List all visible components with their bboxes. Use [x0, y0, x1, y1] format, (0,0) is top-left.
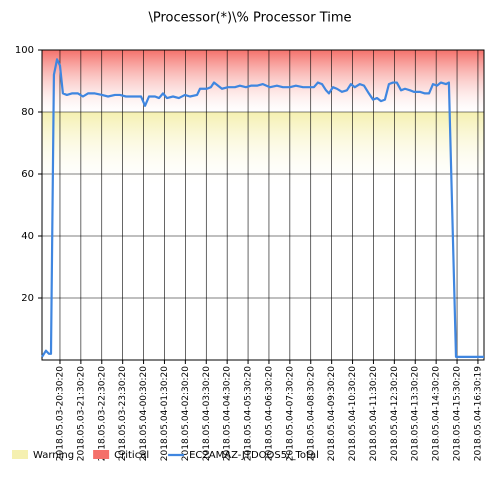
- x-tick-label: 2018.05.04-16:30:19: [473, 366, 483, 461]
- legend-swatch: [93, 450, 110, 459]
- x-tick-label: 2018.05.04-11:30:20: [369, 366, 379, 461]
- x-tick-label: 2018.05.04-02:30:20: [181, 366, 191, 461]
- legend-swatch: [12, 450, 28, 459]
- x-tick-label: 2018.05.04-12:30:20: [390, 366, 400, 461]
- x-tick-label: 2018.05.04-14:30:20: [432, 366, 442, 461]
- y-tick-label: 20: [21, 293, 34, 304]
- x-tick-label: 2018.05.04-00:30:20: [139, 366, 149, 461]
- x-tick-label: 2018.05.04-13:30:20: [411, 366, 421, 461]
- x-tick-label: 2018.05.04-10:30:20: [348, 366, 358, 461]
- x-tick-label: 2018.05.04-09:30:20: [327, 366, 337, 461]
- y-tick-label: 40: [21, 231, 34, 242]
- x-tick-label: 2018.05.04-04:30:20: [223, 366, 233, 461]
- legend-label: EC2AMAZ-JTDOOS5/_Total: [189, 450, 319, 461]
- y-tick-label: 80: [21, 107, 34, 118]
- band: [42, 112, 484, 190]
- plot-border: [41, 49, 485, 361]
- x-tick-label: 2018.05.04-08:30:20: [306, 366, 316, 461]
- x-tick-label: 2018.05.04-01:30:20: [160, 366, 170, 461]
- chart-title: \Processor(*)\% Processor Time: [148, 11, 351, 26]
- x-tick-label: 2018.05.04-06:30:20: [264, 366, 274, 461]
- x-tick-label: 2018.05.03-21:30:20: [76, 366, 86, 461]
- x-tick-label: 2018.05.03-23:30:20: [118, 366, 128, 461]
- legend-label: Warning: [33, 450, 74, 461]
- legend-label: Critical: [114, 450, 149, 461]
- x-tick-label: 2018.05.03-22:30:20: [97, 366, 107, 461]
- band: [42, 50, 484, 112]
- x-tick-label: 2018.05.04-05:30:20: [244, 366, 254, 461]
- series-line: [41, 58, 484, 358]
- y-tick-label: 60: [21, 169, 34, 180]
- y-tick-label: 100: [15, 45, 34, 56]
- x-tick-label: 2018.05.04-03:30:20: [202, 366, 212, 461]
- x-tick-label: 2018.05.04-15:30:20: [453, 366, 463, 461]
- x-tick-label: 2018.05.03-20:30:20: [55, 366, 65, 461]
- x-tick-label: 2018.05.04-07:30:20: [285, 366, 295, 461]
